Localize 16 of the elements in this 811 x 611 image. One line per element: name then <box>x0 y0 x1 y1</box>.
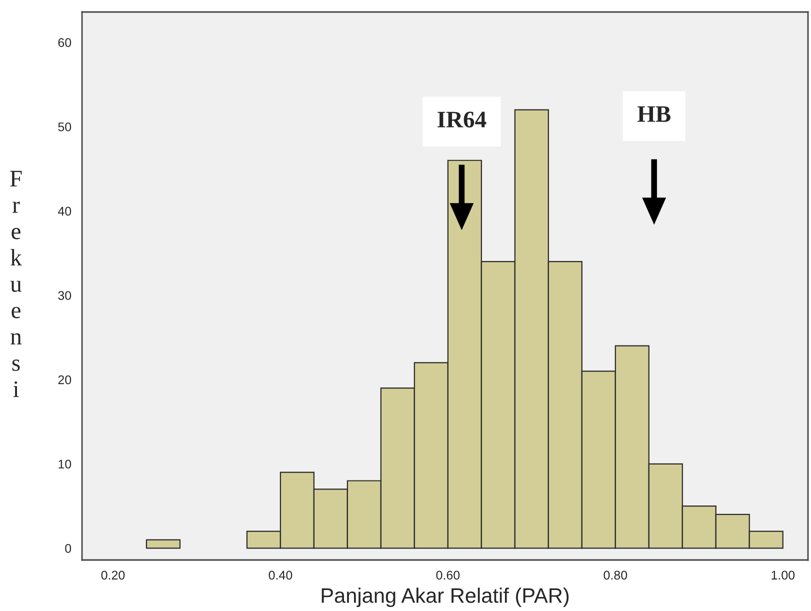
annotation: HB <box>637 106 670 122</box>
text: Frekuensi <box>10 170 22 397</box>
annotation: IR64 <box>438 112 486 128</box>
y-tick-label: 40 <box>58 206 72 216</box>
y-tick-label: 50 <box>58 122 72 132</box>
y-tick-label: 60 <box>58 38 72 48</box>
y-tick-label: 0 <box>65 544 72 553</box>
y-tick-label: 30 <box>58 291 72 300</box>
y-tick-label: 10 <box>58 460 72 469</box>
y-tick-label: 20 <box>58 375 72 384</box>
x-tick-label: 0.80 <box>604 570 628 580</box>
x-axis-title: Panjang Akar Relatif (PAR) <box>322 588 569 608</box>
x-tick-label: 1.00 <box>772 570 795 580</box>
x-tick-label: 0.40 <box>268 570 292 580</box>
x-tick-label: 0.60 <box>436 570 460 580</box>
x-tick-label: 0.20 <box>101 570 125 580</box>
